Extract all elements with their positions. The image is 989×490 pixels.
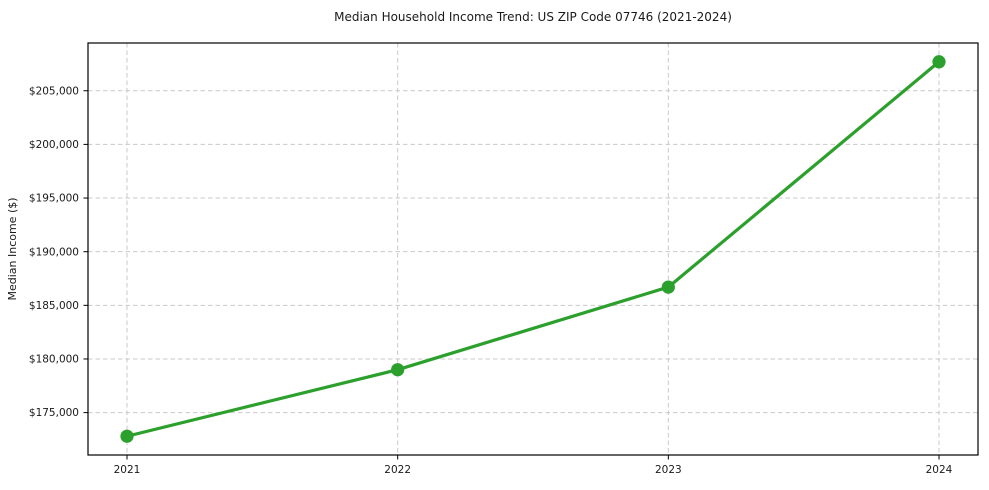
x-tick-label: 2023 xyxy=(655,464,682,476)
y-axis-label: Median Income ($) xyxy=(6,197,19,300)
y-tick-label: $200,000 xyxy=(29,139,79,151)
y-tick-label: $180,000 xyxy=(29,354,79,366)
data-point xyxy=(120,429,134,443)
x-tick-label: 2022 xyxy=(384,464,411,476)
x-tick-label: 2021 xyxy=(114,464,141,476)
data-point xyxy=(391,363,405,377)
y-tick-label: $195,000 xyxy=(29,193,79,205)
y-tick-label: $185,000 xyxy=(29,300,79,312)
trend-line xyxy=(125,60,941,438)
y-tick-label: $175,000 xyxy=(29,407,79,419)
data-point xyxy=(661,280,675,294)
grid-layer xyxy=(88,43,978,455)
series-layer xyxy=(120,55,946,443)
axis-layer: $175,000 $180,000 $185,000 $190,000 $195,000… xyxy=(29,42,979,476)
plot-border xyxy=(87,42,979,456)
chart-title: Median Household Income Trend: US ZIP Co… xyxy=(334,10,732,24)
y-tick-label: $190,000 xyxy=(29,246,79,258)
y-tick-label: $205,000 xyxy=(29,85,79,97)
x-tick-label: 2024 xyxy=(926,464,953,476)
data-point xyxy=(932,55,946,69)
